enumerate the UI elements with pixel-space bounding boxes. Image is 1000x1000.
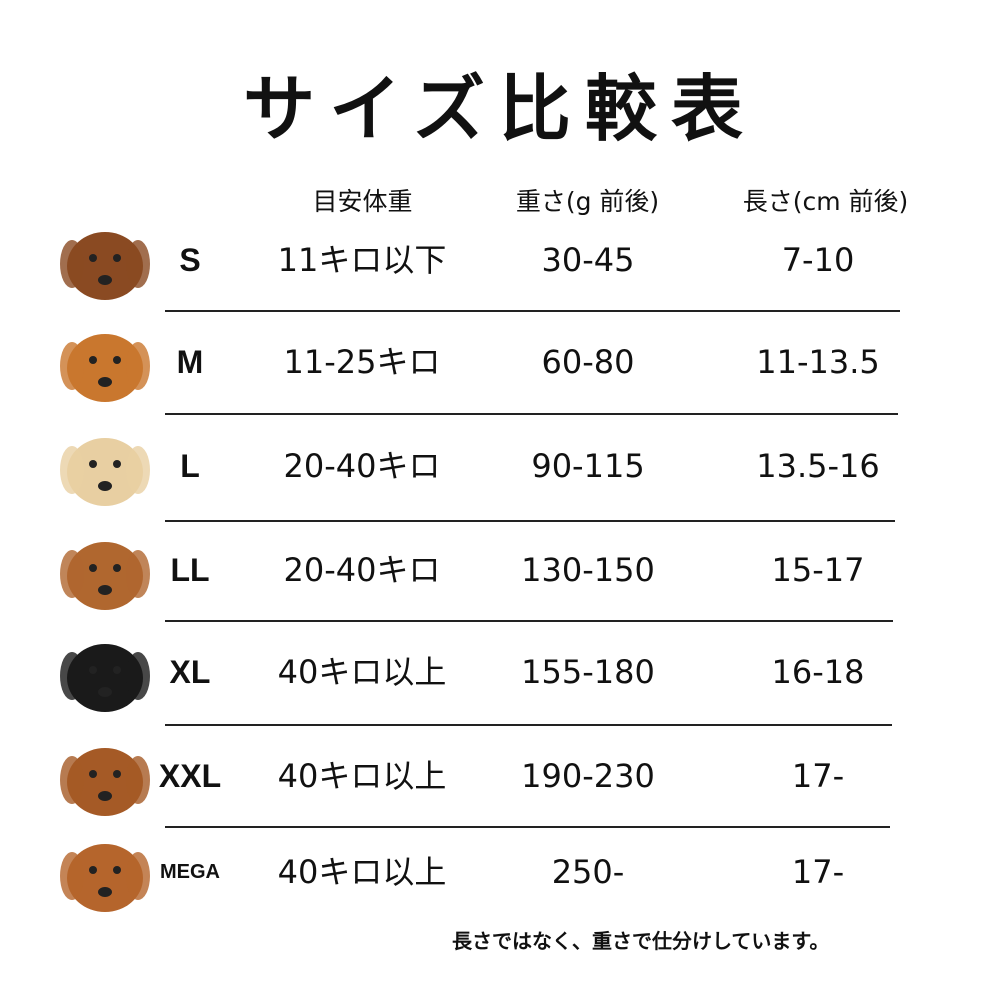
weight-guide-cell: 11キロ以下	[277, 241, 447, 279]
length-cell: 11-13.5	[756, 343, 880, 381]
weight-guide-cell: 40キロ以上	[277, 757, 447, 795]
length-cell: 16-18	[771, 653, 865, 691]
row-divider	[165, 520, 895, 522]
dog-eye	[89, 356, 97, 364]
table-row: S 11キロ以下 30-45 7-10	[0, 210, 1000, 310]
row-divider	[165, 310, 900, 312]
dog-eye	[89, 666, 97, 674]
dog-head	[67, 542, 143, 610]
dog-ear-right	[126, 852, 150, 900]
header-weight-guide: 目安体重	[312, 187, 413, 216]
page-title: サイズ比較表	[243, 66, 757, 151]
dog-ear-left	[60, 240, 84, 288]
table-row: MEGA 40キロ以上 250- 17-	[0, 822, 1000, 922]
size-label: LL	[170, 552, 210, 588]
dog-eye	[89, 254, 97, 262]
dog-nose	[98, 275, 112, 285]
dog-eye	[89, 460, 97, 468]
size-label: XXL	[158, 758, 222, 794]
weight-guide-cell: 11-25キロ	[283, 343, 441, 381]
weight-guide-cell: 20-40キロ	[283, 551, 441, 589]
dog-ear-left	[60, 342, 84, 390]
dog-eye	[113, 666, 121, 674]
dog-ear-left	[60, 446, 84, 494]
footnote: 長さではなく、重さで仕分けしています。	[452, 929, 830, 953]
weight-guide-cell: 40キロ以上	[277, 853, 447, 891]
size-label: MEGA	[160, 861, 220, 883]
dog-ear-left	[60, 652, 84, 700]
dog-ear-right	[126, 652, 150, 700]
dog-eye	[113, 356, 121, 364]
row-divider	[165, 826, 890, 828]
dog-nose	[98, 687, 112, 697]
grams-cell: 190-230	[521, 757, 655, 795]
weight-guide-cell: 40キロ以上	[277, 653, 447, 691]
dog-ear-right	[126, 240, 150, 288]
row-divider	[165, 413, 898, 415]
header-length: 長さ(cm 前後)	[742, 187, 909, 216]
dog-head	[67, 844, 143, 912]
weight-guide-cell: 20-40キロ	[283, 447, 441, 485]
dog-eye	[89, 770, 97, 778]
dog-eye	[113, 866, 121, 874]
length-cell: 13.5-16	[756, 447, 880, 485]
dog-ear-left	[60, 852, 84, 900]
dog-head	[67, 644, 143, 712]
row-divider	[165, 724, 892, 726]
dog-photo	[60, 644, 150, 712]
dog-photo	[60, 232, 150, 300]
length-cell: 7-10	[781, 241, 855, 279]
dog-eye	[113, 254, 121, 262]
grams-cell: 30-45	[541, 241, 635, 279]
dog-photo	[60, 748, 150, 816]
length-cell: 17-	[791, 853, 845, 891]
grams-cell: 250-	[551, 853, 625, 891]
dog-head	[67, 438, 143, 506]
length-cell: 15-17	[771, 551, 865, 589]
dog-eye	[89, 866, 97, 874]
table-row: L 20-40キロ 90-115 13.5-16	[0, 416, 1000, 516]
dog-ear-right	[126, 550, 150, 598]
dog-eye	[113, 770, 121, 778]
dog-ear-right	[126, 342, 150, 390]
size-label: XL	[169, 654, 211, 690]
dog-photo	[60, 334, 150, 402]
dog-ear-right	[126, 756, 150, 804]
dog-eye	[89, 564, 97, 572]
table-row: XXL 40キロ以上 190-230 17-	[0, 726, 1000, 826]
table-row: LL 20-40キロ 130-150 15-17	[0, 520, 1000, 620]
dog-photo	[60, 438, 150, 506]
grams-cell: 130-150	[521, 551, 655, 589]
table-row: XL 40キロ以上 155-180 16-18	[0, 622, 1000, 722]
dog-nose	[98, 377, 112, 387]
dog-photo	[60, 542, 150, 610]
table-row: M 11-25キロ 60-80 11-13.5	[0, 312, 1000, 412]
row-divider	[165, 620, 893, 622]
dog-nose	[98, 585, 112, 595]
size-label: S	[179, 242, 201, 278]
dog-head	[67, 748, 143, 816]
dog-ear-left	[60, 550, 84, 598]
grams-cell: 155-180	[521, 653, 655, 691]
dog-nose	[98, 791, 112, 801]
dog-eye	[113, 460, 121, 468]
dog-photo	[60, 844, 150, 912]
grams-cell: 60-80	[541, 343, 635, 381]
dog-head	[67, 334, 143, 402]
dog-ear-right	[126, 446, 150, 494]
dog-nose	[98, 481, 112, 491]
dog-eye	[113, 564, 121, 572]
size-label: M	[176, 344, 204, 380]
size-label: L	[180, 448, 200, 484]
dog-head	[67, 232, 143, 300]
length-cell: 17-	[791, 757, 845, 795]
grams-cell: 90-115	[531, 447, 645, 485]
dog-nose	[98, 887, 112, 897]
dog-ear-left	[60, 756, 84, 804]
header-grams: 重さ(g 前後)	[515, 187, 660, 216]
